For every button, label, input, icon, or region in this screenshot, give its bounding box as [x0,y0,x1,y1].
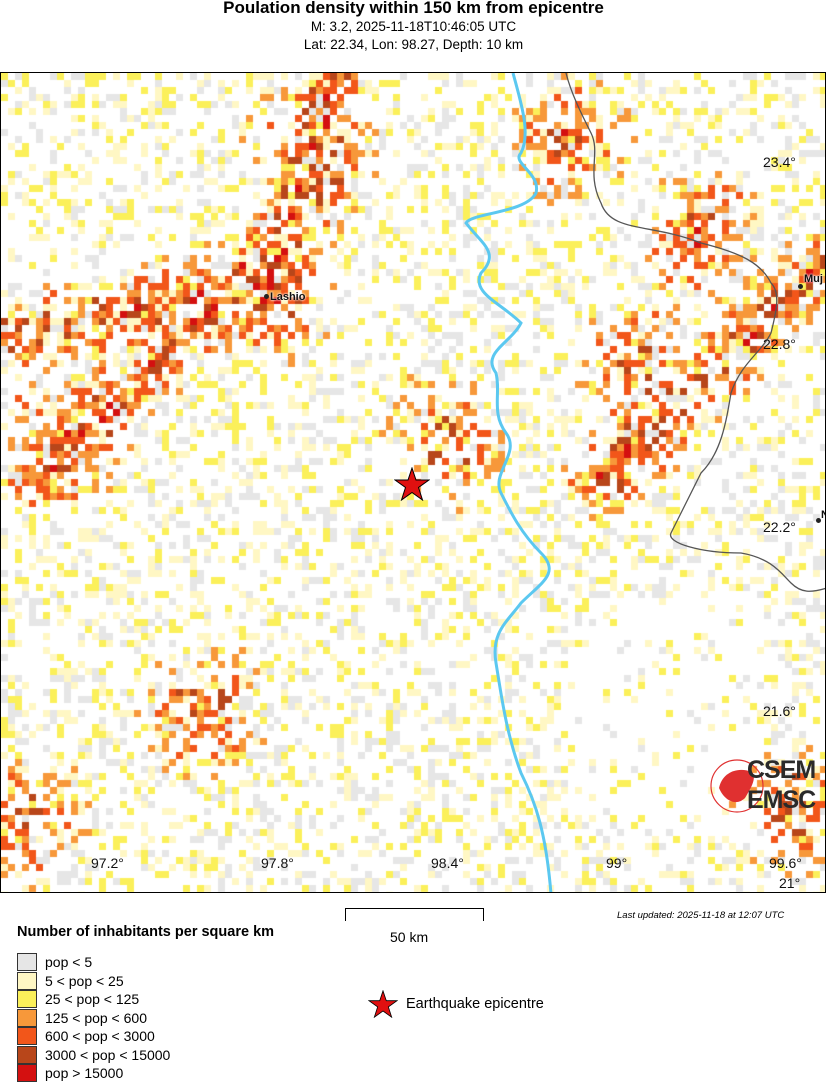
legend-item: 125 < pop < 600 [17,1008,147,1028]
city-label: N [821,509,825,521]
epicentre-star-icon [368,990,398,1018]
legend-label: pop > 15000 [45,1065,124,1082]
epicentre-legend-label: Earthquake epicentre [406,996,544,1012]
city-marker [798,284,803,289]
legend-swatch [17,1027,37,1046]
lat-label: 23.4° [763,154,796,170]
logo-text-top: CSEM [747,756,816,784]
legend-label: 600 < pop < 3000 [45,1028,155,1045]
emsc-logo: CSEM EMSC [707,756,819,818]
lon-label: 99° [606,855,628,871]
legend-item: 25 < pop < 125 [17,990,139,1009]
event-location: Lat: 22.34, Lon: 98.27, Depth: 10 km [303,37,524,52]
lon-label: 98.4° [431,855,464,871]
city-label: Lashio [270,291,306,303]
epicentre-legend: Earthquake epicentre [368,990,544,1018]
lon-label: 97.8° [261,855,294,871]
lat-label: 21° [779,875,801,891]
lat-label: 22.8° [763,336,796,352]
legend-swatch [17,971,37,990]
last-updated: Last updated: 2025-11-18 at 12:07 UTC [617,910,785,921]
lat-label: 22.2° [763,519,796,535]
globe-icon [710,759,764,813]
population-map[interactable]: 97.2° 97.8° 98.4° 99° 99.6° 23.4° 22.8° … [0,72,826,893]
event-info: M: 3.2, 2025-11-18T10:46:05 UTC [310,19,517,34]
river [464,73,553,892]
lon-label: 99.6° [769,855,802,871]
legend-label: 3000 < pop < 15000 [45,1046,171,1063]
lat-label: 21.6° [763,703,796,719]
scale-bar-label: 50 km [390,929,429,945]
epicentre-star-icon[interactable] [394,467,430,501]
legend-swatch [17,953,37,972]
legend-item: 5 < pop < 25 [17,971,124,991]
map-title: Poulation density within 150 km from epi… [223,0,604,17]
legend-swatch [17,1045,37,1064]
legend-label: 5 < pop < 25 [45,972,124,989]
city-marker [816,518,821,523]
city-marker [264,294,269,299]
country-border [565,73,825,592]
scale-bar [345,908,484,921]
legend-label: 25 < pop < 125 [45,991,140,1008]
legend-swatch [17,1064,37,1083]
lon-label: 97.2° [91,855,124,871]
legend-label: pop < 5 [45,954,93,971]
legend-title: Number of inhabitants per square km [17,924,275,940]
legend-label: 125 < pop < 600 [45,1009,147,1026]
legend-item: 3000 < pop < 15000 [17,1045,171,1065]
legend-item: pop > 15000 [17,1064,123,1083]
legend-swatch [17,1008,37,1027]
city-label: Muj [804,273,823,285]
map-overlay [464,73,825,892]
logo-text-bottom: EMSC [747,786,816,814]
legend-swatch [17,990,37,1009]
legend-item: 600 < pop < 3000 [17,1027,155,1046]
legend-item: pop < 5 [17,953,92,972]
